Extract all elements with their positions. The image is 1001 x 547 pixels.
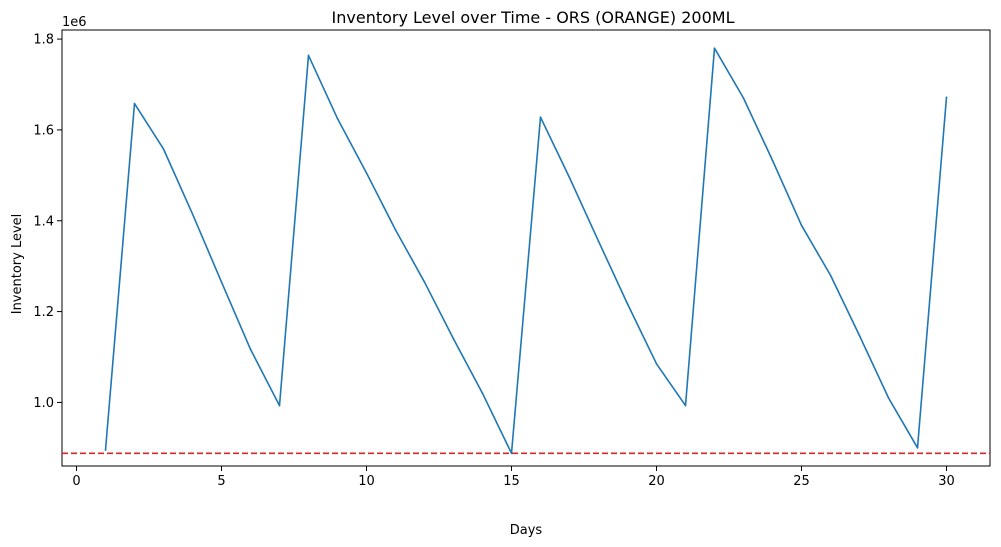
y-tick-label: 1.2: [33, 305, 54, 320]
data-point: [510, 452, 513, 455]
x-tick-label: 0: [72, 474, 80, 489]
inventory-series-line: [104, 47, 948, 455]
data-point: [191, 213, 194, 215]
data-point: [220, 281, 223, 283]
data-series: [104, 47, 948, 455]
data-point: [858, 334, 861, 337]
data-point: [162, 148, 165, 150]
x-tick-label: 30: [938, 474, 955, 489]
data-point: [597, 240, 600, 242]
data-point: [713, 47, 716, 49]
data-point: [887, 397, 890, 399]
x-axis-title: Days: [510, 523, 543, 538]
data-point: [655, 363, 658, 365]
data-point: [684, 404, 687, 407]
data-point: [568, 176, 571, 179]
data-point: [829, 274, 832, 277]
x-tick-label: 15: [503, 474, 520, 489]
data-point: [336, 117, 339, 120]
data-point: [394, 229, 397, 231]
data-point: [365, 172, 368, 174]
data-point: [423, 281, 426, 283]
x-tick-label: 25: [793, 474, 810, 489]
data-point: [800, 224, 803, 227]
data-point: [742, 97, 745, 99]
data-point: [307, 54, 310, 57]
plot-area-frame: [61, 29, 991, 467]
data-point: [916, 447, 919, 449]
y-axis-ticks: 1.0 1.2 1.4 1.6 1.8: [33, 33, 62, 411]
y-tick-label: 1.6: [33, 123, 54, 138]
data-point: [481, 392, 484, 395]
data-point: [249, 348, 252, 351]
y-tick-label: 1.4: [33, 214, 54, 229]
y-tick-label: 1.0: [33, 396, 54, 411]
y-axis-title: Inventory Level: [10, 214, 25, 315]
data-point: [539, 116, 542, 118]
data-point: [945, 96, 948, 99]
data-point: [626, 303, 629, 305]
data-point: [771, 159, 774, 162]
x-tick-label: 10: [358, 474, 375, 489]
data-point: [278, 404, 281, 407]
y-tick-label: 1.8: [33, 33, 54, 48]
chart-title: Inventory Level over Time - ORS (ORANGE)…: [332, 8, 735, 27]
data-point: [104, 449, 107, 451]
y-offset-label: 1e6: [62, 15, 87, 30]
x-tick-label: 20: [648, 474, 665, 489]
x-axis-ticks: 0 5 10 15 20 25 30: [72, 466, 955, 489]
data-point: [133, 102, 136, 105]
data-point: [452, 338, 455, 340]
x-tick-label: 5: [217, 474, 225, 489]
